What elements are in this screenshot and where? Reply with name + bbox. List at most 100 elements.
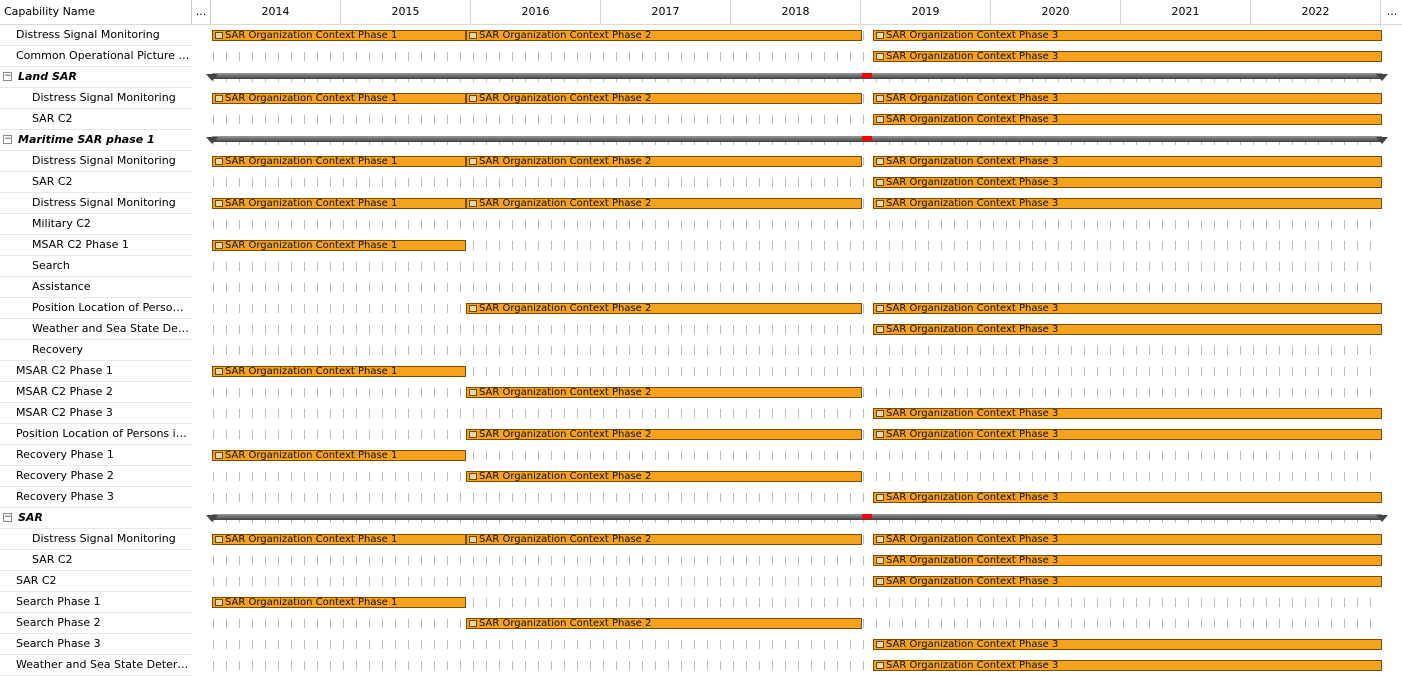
phase-bar-p3[interactable]: SAR Organization Context Phase 3 xyxy=(873,660,1382,671)
tree-row[interactable]: Position Location of Persons in Di... xyxy=(0,424,192,445)
phase-bar-p1[interactable]: SAR Organization Context Phase 1 xyxy=(212,534,466,545)
phase-bar-p3[interactable]: SAR Organization Context Phase 3 xyxy=(873,534,1382,545)
phase-bar-p1[interactable]: SAR Organization Context Phase 1 xyxy=(212,597,466,608)
tree-row[interactable]: Weather and Sea State Deter... xyxy=(0,319,192,340)
group-summary-bar[interactable] xyxy=(212,514,1382,520)
grid-line xyxy=(512,31,513,676)
tree-row[interactable]: Assistance xyxy=(0,277,192,298)
phase-bar-label: SAR Organization Context Phase 3 xyxy=(886,492,1059,503)
grid-line xyxy=(1279,31,1280,676)
tree-group-row[interactable]: − Maritime SAR phase 1 xyxy=(0,130,192,151)
phase-bar-p3[interactable]: SAR Organization Context Phase 3 xyxy=(873,156,1382,167)
phase-bar-p2[interactable]: SAR Organization Context Phase 2 xyxy=(466,618,862,629)
tree-row[interactable]: Recovery Phase 3 xyxy=(0,487,192,508)
phase-bar-p1[interactable]: SAR Organization Context Phase 1 xyxy=(212,450,466,461)
phase-bar-p2[interactable]: SAR Organization Context Phase 2 xyxy=(466,30,862,41)
phase-bar-p1[interactable]: SAR Organization Context Phase 1 xyxy=(212,198,466,209)
grid-line xyxy=(434,31,435,676)
tree-row[interactable]: Common Operational Picture Access xyxy=(0,46,192,67)
tree-row[interactable]: Weather and Sea State Determin... xyxy=(0,655,192,676)
tree-row[interactable]: Military C2 xyxy=(0,214,192,235)
phase-bar-p3[interactable]: SAR Organization Context Phase 3 xyxy=(873,30,1382,41)
tree-row[interactable]: SAR C2 xyxy=(0,550,192,571)
phase-bar-p2[interactable]: SAR Organization Context Phase 2 xyxy=(466,198,862,209)
phase-bar-p2[interactable]: SAR Organization Context Phase 2 xyxy=(466,429,862,440)
tree-group-row[interactable]: − Land SAR xyxy=(0,67,192,88)
phase-bar-p3[interactable]: SAR Organization Context Phase 3 xyxy=(873,492,1382,503)
phase-bar-p3[interactable]: SAR Organization Context Phase 3 xyxy=(873,177,1382,188)
today-marker xyxy=(862,73,872,78)
tree-row[interactable]: MSAR C2 Phase 1 xyxy=(0,361,192,382)
tree-row[interactable]: Recovery Phase 2 xyxy=(0,466,192,487)
grid-line xyxy=(382,31,383,676)
phase-bar-p1[interactable]: SAR Organization Context Phase 1 xyxy=(212,240,466,251)
tree-row[interactable]: Recovery xyxy=(0,340,192,361)
collapse-toggle-icon[interactable]: − xyxy=(3,512,12,522)
tree-row[interactable]: Position Location of Persons in... xyxy=(0,298,192,319)
tree-row[interactable]: SAR C2 xyxy=(0,109,192,130)
phase-bar-p3[interactable]: SAR Organization Context Phase 3 xyxy=(873,198,1382,209)
phase-bar-p2[interactable]: SAR Organization Context Phase 2 xyxy=(466,93,862,104)
phase-bar-p1[interactable]: SAR Organization Context Phase 1 xyxy=(212,30,466,41)
phase-bar-p2[interactable]: SAR Organization Context Phase 2 xyxy=(466,534,862,545)
tree-row[interactable]: Search Phase 3 xyxy=(0,634,192,655)
task-icon xyxy=(469,200,477,207)
phase-bar-p3[interactable]: SAR Organization Context Phase 3 xyxy=(873,303,1382,314)
tree-row[interactable]: SAR C2 xyxy=(0,571,192,592)
phase-bar-p3[interactable]: SAR Organization Context Phase 3 xyxy=(873,114,1382,125)
tree-row[interactable]: MSAR C2 Phase 3 xyxy=(0,403,192,424)
phase-bar-label: SAR Organization Context Phase 3 xyxy=(886,429,1059,440)
phase-bar-p1[interactable]: SAR Organization Context Phase 1 xyxy=(212,366,466,377)
phase-bar-p2[interactable]: SAR Organization Context Phase 2 xyxy=(466,471,862,482)
grid-line xyxy=(577,31,578,676)
phase-bar-p1[interactable]: SAR Organization Context Phase 1 xyxy=(212,156,466,167)
tree-row[interactable]: Search Phase 2 xyxy=(0,613,192,634)
tree-row[interactable]: Distress Signal Monitoring xyxy=(0,25,192,46)
phase-bar-p3[interactable]: SAR Organization Context Phase 3 xyxy=(873,93,1382,104)
tree-row[interactable]: Recovery Phase 1 xyxy=(0,445,192,466)
tree-row[interactable]: Search Phase 1 xyxy=(0,592,192,613)
grid-line xyxy=(304,31,305,676)
tree-row[interactable]: Distress Signal Monitoring xyxy=(0,193,192,214)
grid-line xyxy=(265,31,266,676)
phase-bar-label: SAR Organization Context Phase 2 xyxy=(479,429,652,440)
phase-bar-p3[interactable]: SAR Organization Context Phase 3 xyxy=(873,408,1382,419)
phase-bar-p2[interactable]: SAR Organization Context Phase 2 xyxy=(466,387,862,398)
capability-name: Military C2 xyxy=(32,217,91,230)
grid-line xyxy=(1110,31,1111,676)
tree-row[interactable]: MSAR C2 Phase 2 xyxy=(0,382,192,403)
phase-bar-p2[interactable]: SAR Organization Context Phase 2 xyxy=(466,156,862,167)
task-icon xyxy=(215,368,223,375)
phase-bar-p3[interactable]: SAR Organization Context Phase 3 xyxy=(873,639,1382,650)
tree-row[interactable]: Distress Signal Monitoring xyxy=(0,529,192,550)
scroll-right-button[interactable]: ... xyxy=(1386,5,1398,18)
phase-bar-p3[interactable]: SAR Organization Context Phase 3 xyxy=(873,51,1382,62)
capability-name: Search Phase 3 xyxy=(16,637,101,650)
collapse-toggle-icon[interactable]: − xyxy=(3,71,12,81)
phase-bar-p3[interactable]: SAR Organization Context Phase 3 xyxy=(873,555,1382,566)
phase-bar-p1[interactable]: SAR Organization Context Phase 1 xyxy=(212,93,466,104)
tree-group-row[interactable]: − SAR xyxy=(0,508,192,529)
phase-bar-label: SAR Organization Context Phase 2 xyxy=(479,93,652,104)
tree-row[interactable]: Search xyxy=(0,256,192,277)
phase-bar-p3[interactable]: SAR Organization Context Phase 3 xyxy=(873,429,1382,440)
tree-row[interactable]: MSAR C2 Phase 1 xyxy=(0,235,192,256)
grid-line xyxy=(967,31,968,676)
tree-row[interactable]: SAR C2 xyxy=(0,172,192,193)
group-summary-bar[interactable] xyxy=(212,73,1382,79)
task-icon xyxy=(215,95,223,102)
task-icon xyxy=(876,536,884,543)
phase-bar-label: SAR Organization Context Phase 3 xyxy=(886,198,1059,209)
phase-bar-p3[interactable]: SAR Organization Context Phase 3 xyxy=(873,576,1382,587)
capability-name-column-header[interactable]: Capability Name xyxy=(0,0,192,24)
capability-name: SAR C2 xyxy=(32,112,73,125)
scroll-left-button[interactable]: ... xyxy=(192,0,211,24)
phase-bar-label: SAR Organization Context Phase 1 xyxy=(225,156,398,167)
tree-row[interactable]: Distress Signal Monitoring xyxy=(0,88,192,109)
collapse-toggle-icon[interactable]: − xyxy=(3,134,12,144)
grid-line xyxy=(772,31,773,676)
phase-bar-p2[interactable]: SAR Organization Context Phase 2 xyxy=(466,303,862,314)
group-summary-bar[interactable] xyxy=(212,136,1382,142)
tree-row[interactable]: Distress Signal Monitoring xyxy=(0,151,192,172)
phase-bar-p3[interactable]: SAR Organization Context Phase 3 xyxy=(873,324,1382,335)
